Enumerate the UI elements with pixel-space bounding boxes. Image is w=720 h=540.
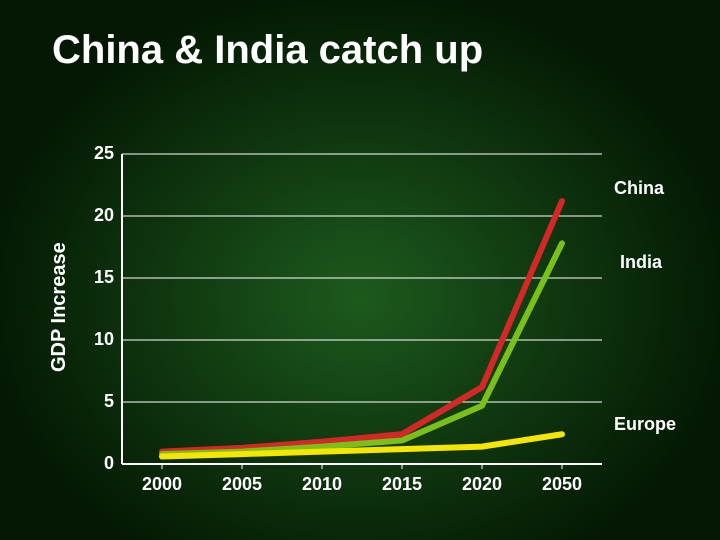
series-label-europe: Europe	[614, 414, 676, 435]
x-tick-label: 2015	[372, 474, 432, 495]
slide: China & India catch up GDP Increase 0 5 10…	[0, 0, 720, 540]
y-axis-title: GDP Increase	[48, 242, 71, 372]
chart-plot	[122, 154, 602, 464]
series-line-china	[162, 201, 562, 451]
x-tick-label: 2010	[292, 474, 352, 495]
y-tick-label: 0	[74, 453, 114, 474]
x-tick-label: 2005	[212, 474, 272, 495]
chart-area	[122, 154, 602, 464]
y-tick-label: 15	[74, 267, 114, 288]
slide-title: China & India catch up	[52, 28, 483, 73]
y-tick-label: 5	[74, 391, 114, 412]
y-tick-label: 25	[74, 143, 114, 164]
x-tick-label: 2020	[452, 474, 512, 495]
series-label-india: India	[620, 252, 662, 273]
x-tick-label: 2000	[132, 474, 192, 495]
y-tick-label: 20	[74, 205, 114, 226]
series-line-india	[162, 243, 562, 454]
y-tick-label: 10	[74, 329, 114, 350]
series-label-china: China	[614, 178, 664, 199]
x-tick-label: 2050	[532, 474, 592, 495]
